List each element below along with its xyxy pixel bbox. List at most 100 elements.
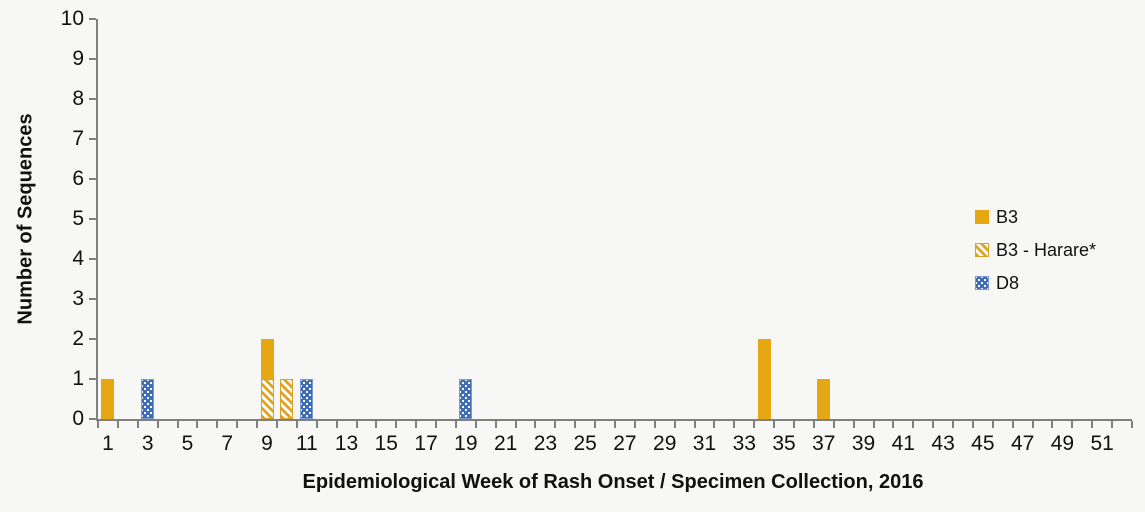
x-axis-tick-21 bbox=[514, 421, 517, 428]
x-axis-tick-44 bbox=[971, 421, 974, 428]
x-axis-tick-36 bbox=[812, 421, 815, 428]
x-axis-tick-label-week-49: 49 bbox=[1050, 432, 1075, 455]
x-axis-tick-label-week-47: 47 bbox=[1010, 432, 1035, 455]
bar-b3-harare-week-9 bbox=[260, 379, 274, 419]
x-axis-tick-label-week-45: 45 bbox=[971, 432, 995, 455]
x-axis-tick-8 bbox=[256, 421, 259, 428]
x-axis-tick-label-week-23: 23 bbox=[533, 432, 558, 455]
x-axis-tick-40 bbox=[892, 421, 895, 428]
x-axis-tick-label-week-27: 27 bbox=[613, 432, 637, 455]
legend-swatch-b3-harare-hatch bbox=[975, 243, 989, 257]
x-axis-tick-30 bbox=[693, 421, 696, 428]
x-axis-tick-18 bbox=[454, 421, 457, 428]
x-axis-tick-3 bbox=[156, 421, 159, 428]
x-axis-tick-0 bbox=[97, 421, 99, 428]
x-axis-tick-2 bbox=[136, 421, 139, 428]
x-axis-tick-label-week-37: 37 bbox=[812, 432, 836, 455]
y-axis-tick-2 bbox=[89, 338, 96, 340]
x-axis-tick-5 bbox=[196, 421, 199, 428]
x-axis-tick-52 bbox=[1131, 421, 1133, 428]
x-axis-tick-31 bbox=[713, 421, 716, 428]
x-axis-tick-33 bbox=[753, 421, 756, 428]
x-axis-tick-label-week-29: 29 bbox=[653, 432, 677, 455]
bar-b3-week-34 bbox=[757, 339, 771, 419]
legend-swatch-d8-dots bbox=[975, 276, 989, 290]
x-axis-tick-20 bbox=[494, 421, 497, 428]
x-axis-tick-1 bbox=[116, 421, 119, 428]
x-axis-title: Epidemiological Week of Rash Onset / Spe… bbox=[302, 471, 924, 493]
x-axis-tick-43 bbox=[952, 421, 955, 428]
legend-label-b3: B3 bbox=[996, 206, 1019, 227]
legend-item-b3-harare: B3 - Harare* bbox=[975, 239, 1096, 261]
x-axis-tick-4 bbox=[176, 421, 179, 428]
x-axis-tick-22 bbox=[534, 421, 537, 428]
x-axis-tick-7 bbox=[236, 421, 239, 428]
plot-area: 0 1 2 3 4 5 6 7 8 9 10 1 3 5 7 9 11 13 15 17 19 21 23 25 27 29 31 3… bbox=[61, 7, 1133, 455]
x-axis-tick-label-week-33: 33 bbox=[732, 432, 756, 455]
x-axis-tick-25 bbox=[594, 421, 597, 428]
y-axis-tick-label-1: 1 bbox=[72, 367, 84, 390]
legend-label-d8: D8 bbox=[996, 272, 1020, 293]
y-axis-tick-6 bbox=[89, 178, 96, 180]
x-axis-tick-41 bbox=[912, 421, 915, 428]
x-axis-tick-label-week-41: 41 bbox=[891, 432, 915, 455]
y-axis-tick-3 bbox=[89, 298, 96, 300]
x-axis-tick-17 bbox=[435, 421, 438, 428]
x-axis-tick-label-week-35: 35 bbox=[772, 432, 796, 455]
x-axis-tick-label-week-43: 43 bbox=[931, 432, 955, 455]
y-axis-tick-label-0: 0 bbox=[72, 407, 84, 430]
legend-item-b3: B3 bbox=[975, 206, 1096, 228]
x-axis-tick-6 bbox=[216, 421, 219, 428]
y-axis-tick-label-3: 3 bbox=[72, 287, 84, 310]
x-axis-tick-label-week-1: 1 bbox=[102, 432, 114, 455]
x-axis-tick-50 bbox=[1091, 421, 1094, 428]
y-axis-tick-4 bbox=[89, 258, 96, 260]
bar-b3-week-1 bbox=[101, 379, 115, 419]
bar-d8-week-19 bbox=[459, 379, 473, 419]
x-axis-tick-10 bbox=[295, 421, 298, 428]
x-axis-tick-label-week-3: 3 bbox=[141, 432, 154, 455]
y-axis-tick-0 bbox=[89, 418, 96, 420]
x-axis-tick-24 bbox=[574, 421, 577, 428]
bar-d8-week-11 bbox=[300, 379, 314, 419]
x-axis-tick-label-week-31: 31 bbox=[692, 432, 717, 455]
x-axis-tick-26 bbox=[614, 421, 616, 428]
x-axis-tick-51 bbox=[1111, 421, 1114, 428]
bar-b3-harare-week-10 bbox=[280, 379, 294, 419]
x-axis-tick-39 bbox=[872, 421, 875, 428]
x-axis-tick-label-week-19: 19 bbox=[454, 432, 478, 455]
x-axis-tick-34 bbox=[773, 421, 776, 428]
y-axis-tick-9 bbox=[89, 58, 96, 60]
x-axis-tick-label-week-11: 11 bbox=[295, 432, 318, 455]
y-axis-tick-label-4: 4 bbox=[72, 247, 84, 270]
y-axis-tick-1 bbox=[89, 378, 96, 380]
x-axis-tick-label-week-7: 7 bbox=[221, 432, 234, 455]
x-axis-tick-13 bbox=[355, 421, 358, 428]
x-axis-tick-35 bbox=[792, 421, 795, 428]
x-axis-tick-9 bbox=[275, 421, 278, 428]
y-axis-tick-10 bbox=[89, 18, 96, 20]
x-axis-tick-46 bbox=[1011, 421, 1014, 428]
y-axis-tick-7 bbox=[89, 138, 96, 140]
x-axis-tick-19 bbox=[474, 421, 477, 428]
x-axis-tick-29 bbox=[673, 421, 676, 428]
y-axis-tick-label-10: 10 bbox=[60, 7, 84, 30]
y-axis-tick-label-2: 2 bbox=[72, 327, 84, 350]
bar-b3-week-9 bbox=[260, 339, 274, 379]
x-axis-tick-27 bbox=[633, 421, 636, 428]
bar-d8-week-3 bbox=[141, 379, 155, 419]
x-axis-tick-38 bbox=[852, 421, 855, 428]
y-axis-tick-8 bbox=[89, 98, 96, 100]
legend-swatch-b3-solid bbox=[975, 210, 989, 224]
x-axis-tick-label-week-9: 9 bbox=[261, 432, 273, 455]
x-axis-tick-label-week-17: 17 bbox=[414, 432, 438, 455]
x-axis-tick-37 bbox=[832, 421, 835, 428]
x-axis-tick-label-week-51: 51 bbox=[1090, 432, 1114, 455]
x-axis-tick-15 bbox=[395, 421, 398, 428]
x-axis-tick-32 bbox=[733, 421, 736, 428]
bar-b3-week-37 bbox=[817, 379, 831, 419]
y-axis-tick-label-6: 6 bbox=[72, 167, 84, 190]
x-axis-tick-49 bbox=[1071, 421, 1074, 428]
x-axis-tick-12 bbox=[335, 421, 338, 428]
